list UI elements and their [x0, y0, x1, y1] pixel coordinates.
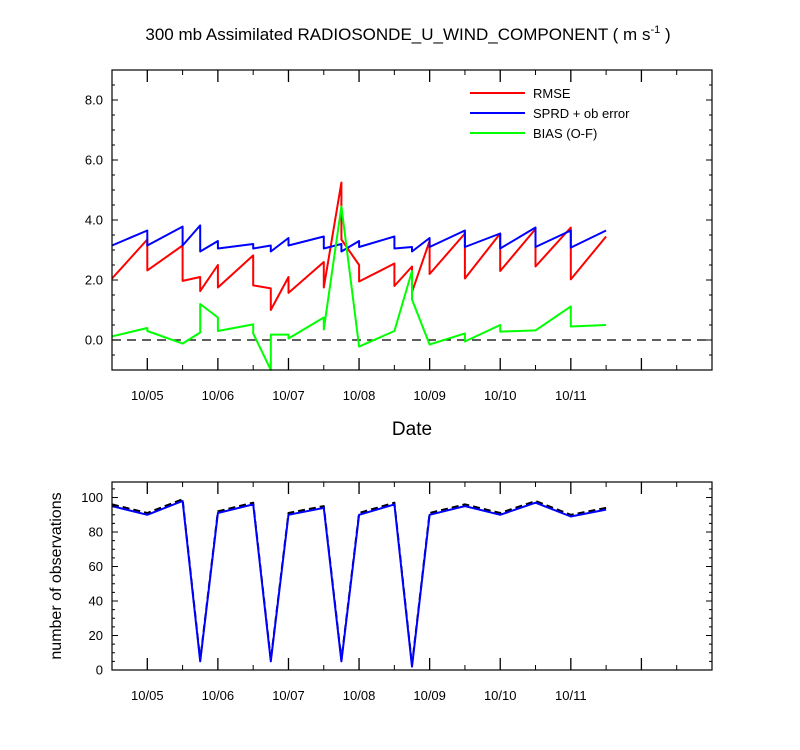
- x-tick-label: 10/09: [413, 388, 446, 403]
- legend-label-rmse: RMSE: [533, 86, 571, 101]
- top-panel: 0.0 2.0 4.0 6.0 8.0 10/05 10/06 10/07 10/08 10/09…: [85, 69, 713, 440]
- top-x-axis-title: Date: [392, 419, 432, 440]
- series-line-bias-o-f: [111, 205, 607, 371]
- x-tick-label: 10/05: [131, 388, 164, 403]
- chart-title-main: 300 mb Assimilated RADIOSONDE_U_WIND_COM…: [145, 25, 650, 44]
- bottom-marks: [111, 498, 607, 668]
- y-tick-label: 6.0: [85, 153, 103, 168]
- legend: RMSE SPRD + ob error BIAS (O-F): [470, 86, 630, 141]
- y-tick-label: 8.0: [85, 93, 103, 108]
- y-tick-label: 100: [81, 490, 103, 505]
- y-tick-label: 0: [96, 663, 103, 678]
- x-tick-label: 10/08: [343, 388, 376, 403]
- series-line-possible-observations: [111, 500, 607, 668]
- top-ticks: 0.0 2.0 4.0 6.0 8.0 10/05 10/06 10/07 10/08 10/09…: [85, 69, 713, 403]
- y-tick-label: 80: [89, 525, 103, 540]
- legend-label-bias: BIAS (O-F): [533, 126, 597, 141]
- x-tick-label: 10/05: [131, 688, 164, 703]
- x-tick-label: 10/08: [343, 688, 376, 703]
- x-tick-label: 10/11: [555, 688, 587, 703]
- x-tick-label: 10/11: [555, 388, 587, 403]
- x-tick-label: 10/10: [484, 688, 517, 703]
- chart-title-superscript: -1: [650, 24, 660, 36]
- top-marks: [111, 181, 712, 371]
- x-tick-label: 10/07: [272, 388, 305, 403]
- bottom-panel: 0 20 40 60 80 100 10/05 10/06 10/07 10/08 10/09 10/…: [48, 481, 713, 703]
- x-tick-label: 10/06: [202, 688, 235, 703]
- chart-title-end: ): [660, 25, 670, 44]
- x-tick-label: 10/09: [413, 688, 446, 703]
- y-tick-label: 20: [89, 628, 103, 643]
- bottom-ticks: 0 20 40 60 80 100 10/05 10/06 10/07 10/08 10/09 10/…: [81, 482, 713, 703]
- x-tick-label: 10/07: [272, 688, 305, 703]
- bottom-plot-frame: [111, 481, 713, 671]
- y-tick-label: 4.0: [85, 213, 103, 228]
- bottom-y-axis-title: number of observations: [48, 492, 65, 659]
- series-line-sprd-ob-error: [111, 224, 607, 253]
- chart-title: 300 mb Assimilated RADIOSONDE_U_WIND_COM…: [145, 24, 670, 44]
- x-tick-label: 10/06: [202, 388, 235, 403]
- y-tick-label: 2.0: [85, 273, 103, 288]
- x-tick-label: 10/10: [484, 388, 517, 403]
- y-tick-label: 0.0: [85, 333, 103, 348]
- y-tick-label: 60: [89, 559, 103, 574]
- y-tick-label: 40: [89, 594, 103, 609]
- legend-label-sprd: SPRD + ob error: [533, 106, 630, 121]
